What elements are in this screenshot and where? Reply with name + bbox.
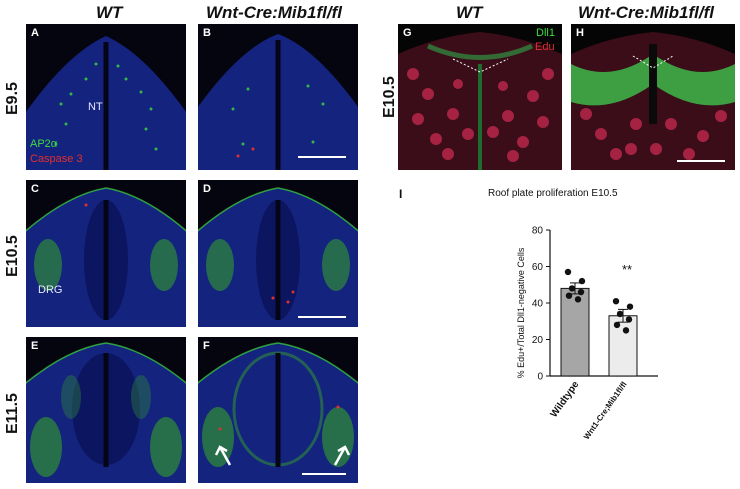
data-point bbox=[613, 321, 621, 329]
row-label-e9-5: E9.5 bbox=[4, 82, 21, 115]
data-point bbox=[564, 268, 572, 276]
scale-bar-h bbox=[677, 160, 725, 162]
panel-h-label: H bbox=[576, 27, 584, 39]
bar-mutant bbox=[608, 315, 638, 377]
data-point bbox=[568, 285, 576, 292]
data-point bbox=[626, 303, 634, 310]
row-label-e10-5: E10.5 bbox=[4, 235, 21, 277]
data-point bbox=[622, 327, 630, 334]
y-tick-label: 0 bbox=[537, 372, 543, 383]
legend-edu: Edu bbox=[535, 41, 555, 53]
y-axis-label: % Edu+/Total Dll1-negative Cells bbox=[516, 247, 526, 378]
panel-c-label: C bbox=[31, 183, 39, 195]
panel-g-micrograph bbox=[398, 32, 562, 170]
x-category-label: Wnt1-Cre;Mib1fl/fl bbox=[582, 380, 629, 441]
panel-e-image: E bbox=[26, 337, 186, 483]
arrow-left-icon bbox=[214, 445, 232, 466]
panel-g-image: G Dll1 Edu bbox=[398, 24, 562, 170]
data-point bbox=[616, 310, 624, 318]
legend-dll1: Dll1 bbox=[536, 27, 555, 39]
panel-f-label: F bbox=[203, 340, 210, 352]
nt-label: NT bbox=[88, 101, 103, 113]
y-tick-label: 80 bbox=[532, 226, 544, 237]
bar-wildtype bbox=[560, 287, 590, 377]
data-point bbox=[612, 297, 620, 305]
data-point bbox=[565, 292, 573, 299]
legend-caspase-3: Caspase 3 bbox=[30, 153, 83, 165]
panel-h-micrograph bbox=[571, 32, 735, 170]
header-mutant-left: Wnt-Cre:Mib1fl/fl bbox=[206, 3, 342, 22]
panel-b-image: B bbox=[198, 24, 358, 170]
panel-a-label: A bbox=[31, 27, 39, 39]
panel-h-image: H bbox=[571, 24, 735, 170]
data-point bbox=[577, 288, 585, 296]
panel-e-micrograph bbox=[26, 342, 186, 483]
panel-c-micrograph bbox=[26, 187, 186, 327]
panel-f-image: F bbox=[198, 337, 358, 483]
legend-ap2a: AP2α bbox=[30, 138, 58, 150]
scale-bar-b bbox=[298, 156, 346, 158]
data-point bbox=[625, 316, 633, 323]
y-tick-label: 20 bbox=[532, 335, 544, 346]
drg-label: DRG bbox=[38, 284, 63, 296]
scale-bar-f bbox=[302, 473, 346, 475]
row-label-e11-5: E11.5 bbox=[4, 393, 21, 434]
arrow-right-icon bbox=[333, 445, 351, 466]
panel-d-label: D bbox=[203, 183, 211, 195]
proliferation-bar-chart: 0 20 40 60 80 % Edu+/Total Dll1-negative Cell… bbox=[516, 226, 658, 441]
scale-bar-d bbox=[298, 316, 346, 318]
x-category-label: Wildtype bbox=[549, 379, 582, 420]
panel-a-image: A NT AP2α Caspase 3 bbox=[26, 24, 186, 170]
y-tick-label: 40 bbox=[532, 299, 544, 310]
chart-title: Roof plate proliferation E10.5 bbox=[488, 188, 618, 199]
row-label-e10-5-right: E10.5 bbox=[381, 76, 398, 118]
panel-d-image: D bbox=[198, 180, 358, 327]
y-tick-label: 60 bbox=[532, 262, 544, 273]
data-point bbox=[578, 277, 586, 285]
panel-b-micrograph bbox=[198, 34, 358, 170]
panel-f-micrograph bbox=[198, 342, 358, 483]
panel-c-image: C DRG bbox=[26, 180, 186, 327]
panel-g-label: G bbox=[403, 27, 412, 39]
panel-e-label: E bbox=[31, 340, 39, 352]
header-mutant-right: Wnt-Cre:Mib1fl/fl bbox=[578, 3, 714, 22]
panel-i-label: I bbox=[399, 187, 403, 201]
significance-marker: ** bbox=[622, 262, 632, 277]
header-wt-left: WT bbox=[96, 3, 123, 22]
data-point bbox=[574, 296, 582, 303]
header-wt-right: WT bbox=[456, 3, 483, 22]
panel-b-label: B bbox=[203, 27, 211, 39]
panel-a-micrograph bbox=[26, 36, 186, 170]
panel-d-micrograph bbox=[198, 187, 358, 327]
